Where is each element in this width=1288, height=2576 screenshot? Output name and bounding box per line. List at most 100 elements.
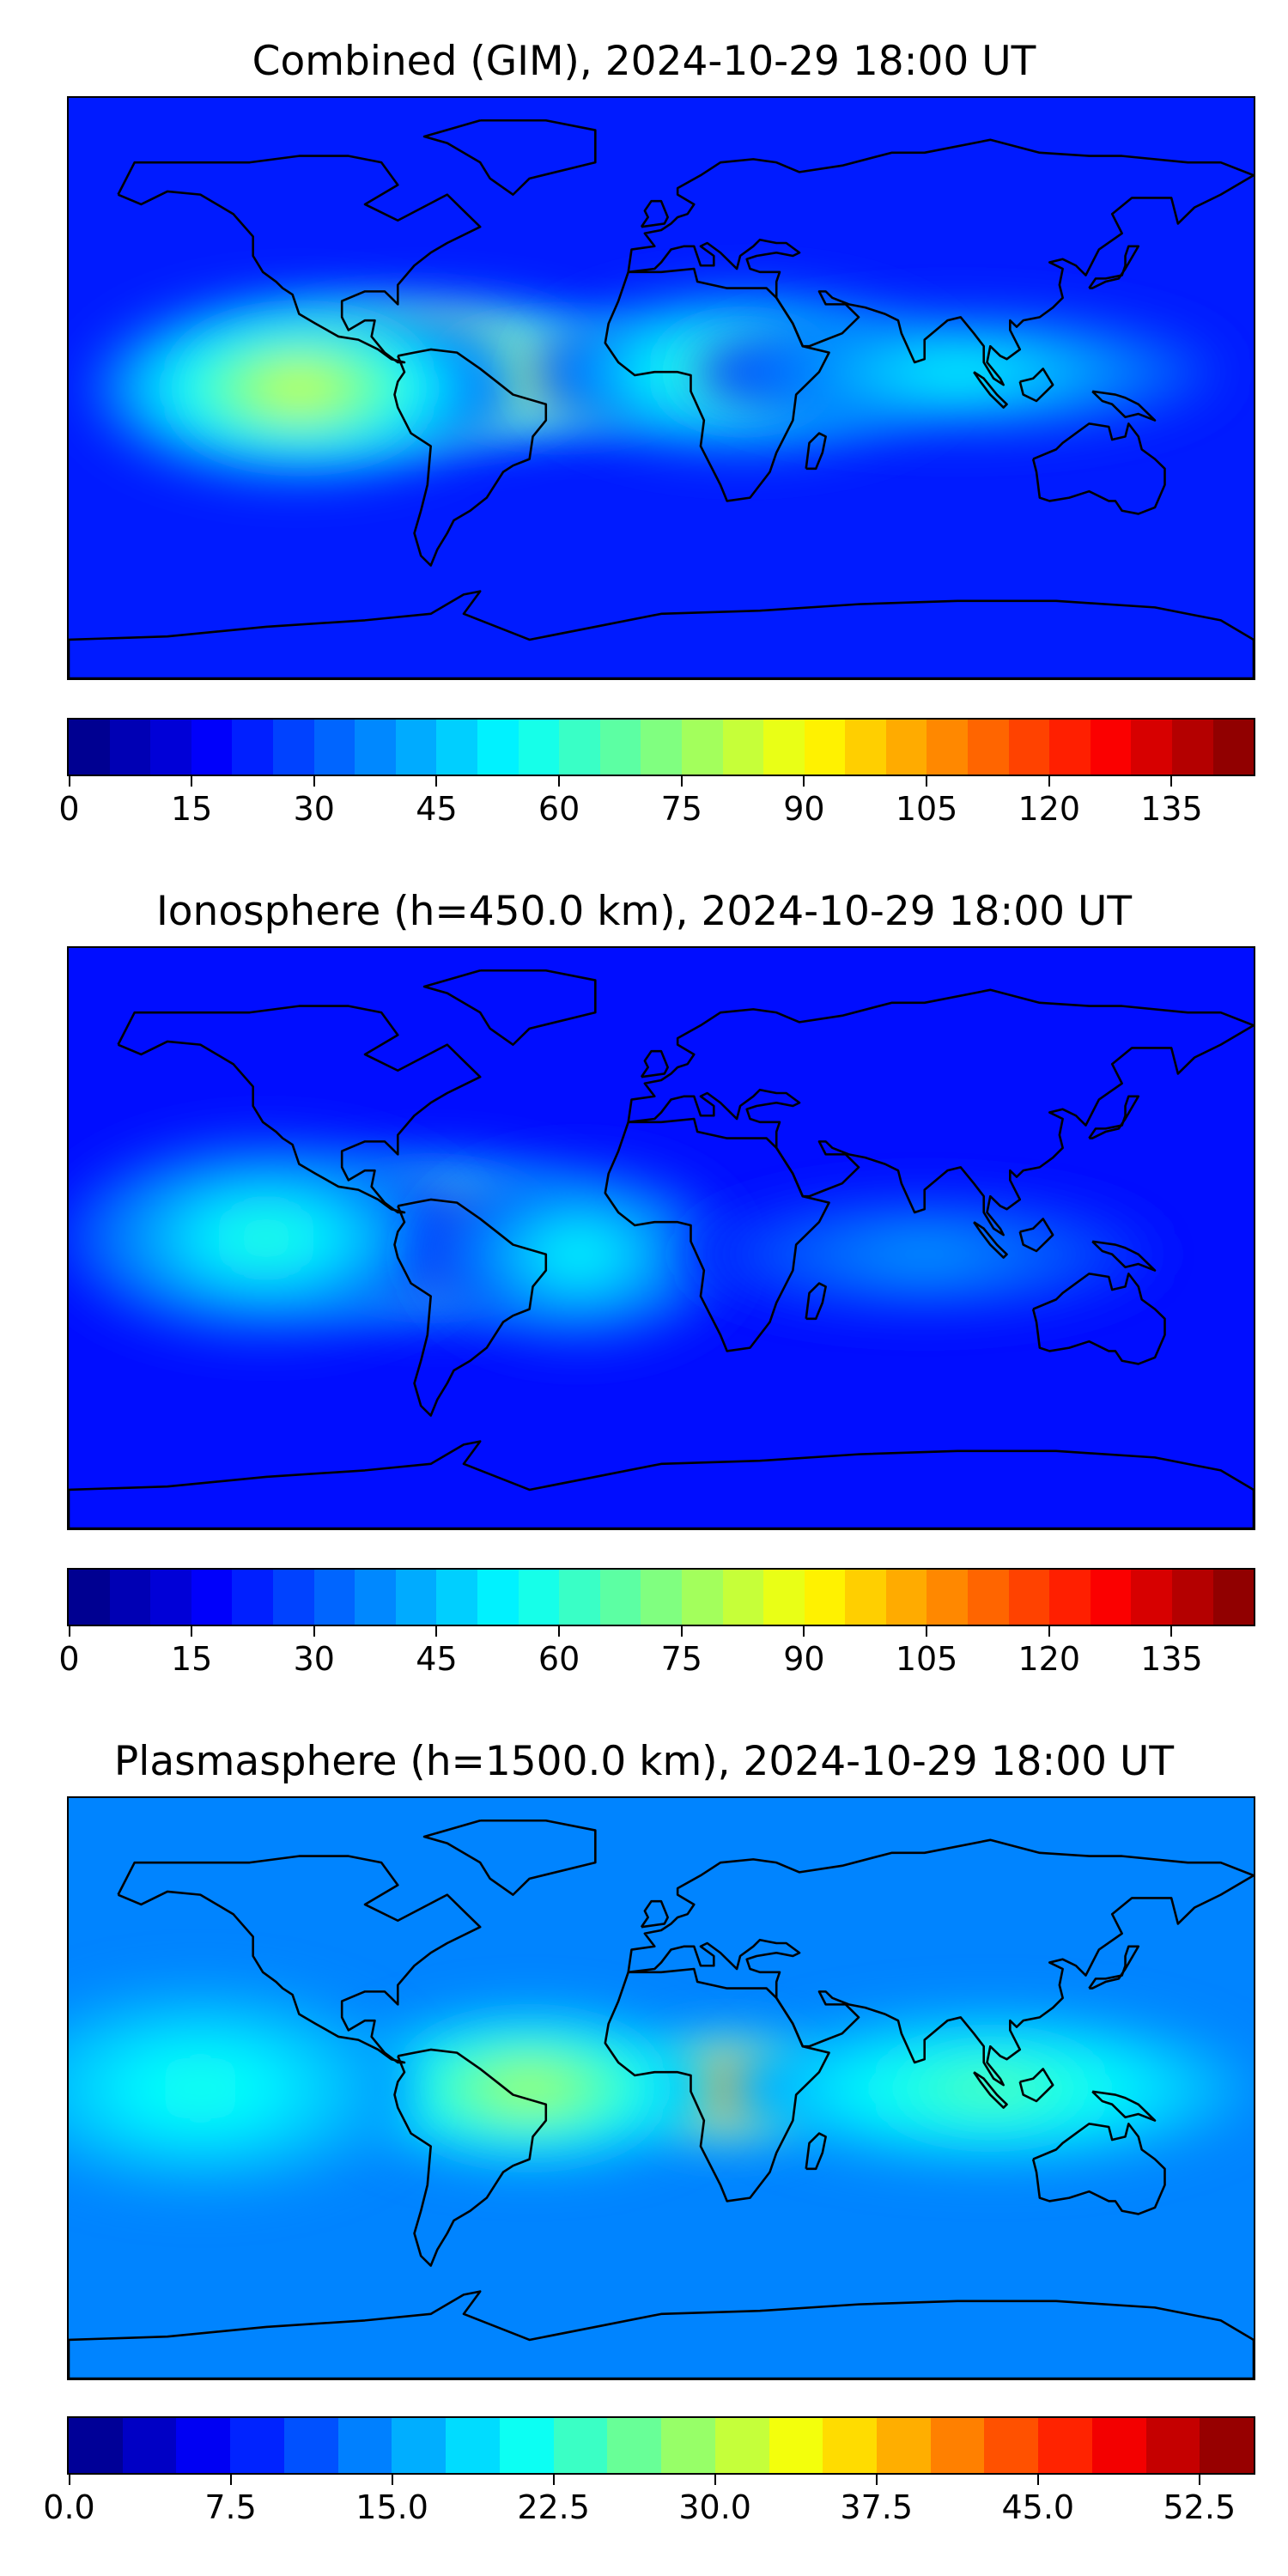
- panel-3-coastline-0: [117, 1855, 482, 2064]
- panel-1-colorbar-segment: [395, 720, 437, 775]
- panel-2-colorbar-segment: [927, 1570, 969, 1625]
- panel-2-colorbar-tick-label: 60: [538, 1640, 580, 1678]
- panel-2-colorbar-segment: [436, 1570, 477, 1625]
- panel-2-title: Ionosphere (h=450.0 km), 2024-10-29 18:0…: [155, 888, 1133, 935]
- panel-2-colorbar-segment: [1049, 1570, 1091, 1625]
- panel-1-colorbar-segment: [436, 720, 477, 775]
- panel-1-coastline-10: [1091, 390, 1157, 422]
- panel-1-coastline-12: [69, 590, 1254, 678]
- panel-3-coastline-1: [422, 1819, 597, 1896]
- panel-1-colorbar-tick-label: 135: [1140, 790, 1203, 828]
- panel-1-colorbar-segment: [355, 720, 396, 775]
- panel-1-colorbar-tick: [1170, 776, 1173, 787]
- panel-1-colorbar-segment: [1049, 720, 1091, 775]
- panel-2-colorbar-segment: [681, 1570, 723, 1625]
- panel-2-coastline-7: [1088, 1095, 1140, 1139]
- panel-2-coastline-0: [117, 1005, 482, 1214]
- panel-2-coastline-5: [1031, 1273, 1166, 1365]
- panel-1-coastline-8: [973, 371, 1008, 409]
- panel-1-coastline-7: [1088, 245, 1140, 289]
- panel-1-colorbar-segment: [477, 720, 519, 775]
- panel-2-colorbar-tick: [1170, 1626, 1173, 1637]
- panel-2-colorbar-segment: [477, 1570, 519, 1625]
- panel-1-colorbar-tick-label: 0: [58, 790, 80, 828]
- panel-2-map-svg: [69, 948, 1254, 1528]
- panel-3-colorbar-tick: [714, 2475, 716, 2485]
- panel-1-colorbar-tick: [1048, 776, 1050, 787]
- panel-3-coastline-2: [393, 2048, 548, 2267]
- panel-3-coastline-7: [1088, 1945, 1140, 1990]
- panel-3-colorbar-segment: [823, 2418, 878, 2473]
- panel-2-coastline-1: [422, 969, 597, 1046]
- panel-1-coastline-9: [1018, 368, 1054, 403]
- panel-1-title: Combined (GIM), 2024-10-29 18:00 UT: [252, 38, 1036, 85]
- panel-2-colorbar-segment: [722, 1570, 764, 1625]
- panel-2-colorbar-tick-label: 90: [783, 1640, 825, 1678]
- panel-3-colorbar-tick-label: 22.5: [517, 2488, 590, 2526]
- panel-2-colorbar-segment: [355, 1570, 396, 1625]
- panel-2-colorbar-tick: [191, 1626, 193, 1637]
- panel-2-colorbar-segment: [559, 1570, 600, 1625]
- panel-3-colorbar-tick: [552, 2475, 555, 2485]
- panel-2-pacific-band-level-5: [231, 1220, 301, 1256]
- panel-3-colorbar-segment: [714, 2418, 769, 2473]
- panel-2-colorbar-segment: [968, 1570, 1009, 1625]
- panel-1-colorbar-tick: [926, 776, 928, 787]
- panel-1-colorbar-segment: [559, 720, 600, 775]
- panel-1-colorbar-segment: [191, 720, 233, 775]
- panel-1-colorbar-segment: [763, 720, 805, 775]
- panel-1-colorbar-tick: [435, 776, 438, 787]
- panel-2-colorbar-segment: [69, 1570, 110, 1625]
- panel-1-colorbar-segment: [968, 720, 1009, 775]
- panel-3-colorbar-segment: [122, 2418, 177, 2473]
- panel-1-colorbar-segment: [1008, 720, 1050, 775]
- panel-1-coastline-11: [805, 432, 827, 471]
- panel-1-colorbar-tick: [803, 776, 805, 787]
- panel-2-colorbar-tick: [68, 1626, 70, 1637]
- panel-2-colorbar-tick-label: 135: [1140, 1640, 1203, 1678]
- panel-2-colorbar-segment: [1212, 1570, 1255, 1625]
- panel-1-colorbar-segment: [518, 720, 560, 775]
- panel-3-colorbar-segment: [176, 2418, 231, 2473]
- panel-1-colorbar-segment: [1131, 720, 1173, 775]
- panel-3-colorbar-tick-label: 30.0: [678, 2488, 751, 2526]
- panel-2-colorbar-segment: [518, 1570, 560, 1625]
- panel-1-colorbar-segment: [927, 720, 969, 775]
- panel-3-colorbar-tick-label: 45.0: [1001, 2488, 1075, 2526]
- panel-3-colorbar-tick: [1036, 2475, 1039, 2485]
- panel-1-colorbar-segment: [272, 720, 314, 775]
- panel-2-coastline-12: [69, 1440, 1254, 1528]
- panel-1-colorbar-tick: [558, 776, 561, 787]
- panel-2-colorbar-segment: [599, 1570, 641, 1625]
- panel-3-colorbar-segment: [283, 2418, 338, 2473]
- panel-1-colorbar-segment: [1212, 720, 1255, 775]
- panel-2-colorbar-segment: [313, 1570, 355, 1625]
- panel-1-colorbar-segment: [1090, 720, 1132, 775]
- panel-1-equatorial-pacific-level-5: [264, 372, 335, 404]
- panel-3-colorbar-tick-label: 15.0: [355, 2488, 428, 2526]
- panel-2-colorbar-segment: [641, 1570, 682, 1625]
- panel-2-colorbar-segment: [885, 1570, 927, 1625]
- panel-1-colorbar: [67, 718, 1255, 776]
- panel-2-coastline-10: [1091, 1240, 1157, 1272]
- panel-1-colorbar-tick-label: 75: [660, 790, 702, 828]
- panel-1-colorbar-segment: [109, 720, 151, 775]
- panel-2-colorbar-segment: [1090, 1570, 1132, 1625]
- panel-3-colorbar-segment: [446, 2418, 500, 2473]
- panel-2-coastline-9: [1018, 1218, 1054, 1253]
- panel-3-colorbar-segment: [230, 2418, 284, 2473]
- panel-2-colorbar-tick-label: 45: [416, 1640, 458, 1678]
- panel-3-coastline-11: [805, 2132, 827, 2171]
- panel-3-colorbar-tick: [391, 2475, 393, 2485]
- panel-2-coastline-11: [805, 1282, 827, 1321]
- panel-2-map: [67, 946, 1255, 1530]
- panel-3-colorbar-segment: [69, 2418, 123, 2473]
- panel-1-colorbar-segment: [69, 720, 110, 775]
- panel-1-colorbar-tick: [191, 776, 193, 787]
- panel-2-colorbar-tick-label: 120: [1018, 1640, 1080, 1678]
- panel-1-colorbar-segment: [885, 720, 927, 775]
- panel-3-colorbar-segment: [984, 2418, 1039, 2473]
- panel-3-coastline-12: [69, 2290, 1254, 2379]
- panel-3-colorbar-segment: [337, 2418, 392, 2473]
- panel-1-colorbar-tick-label: 60: [538, 790, 580, 828]
